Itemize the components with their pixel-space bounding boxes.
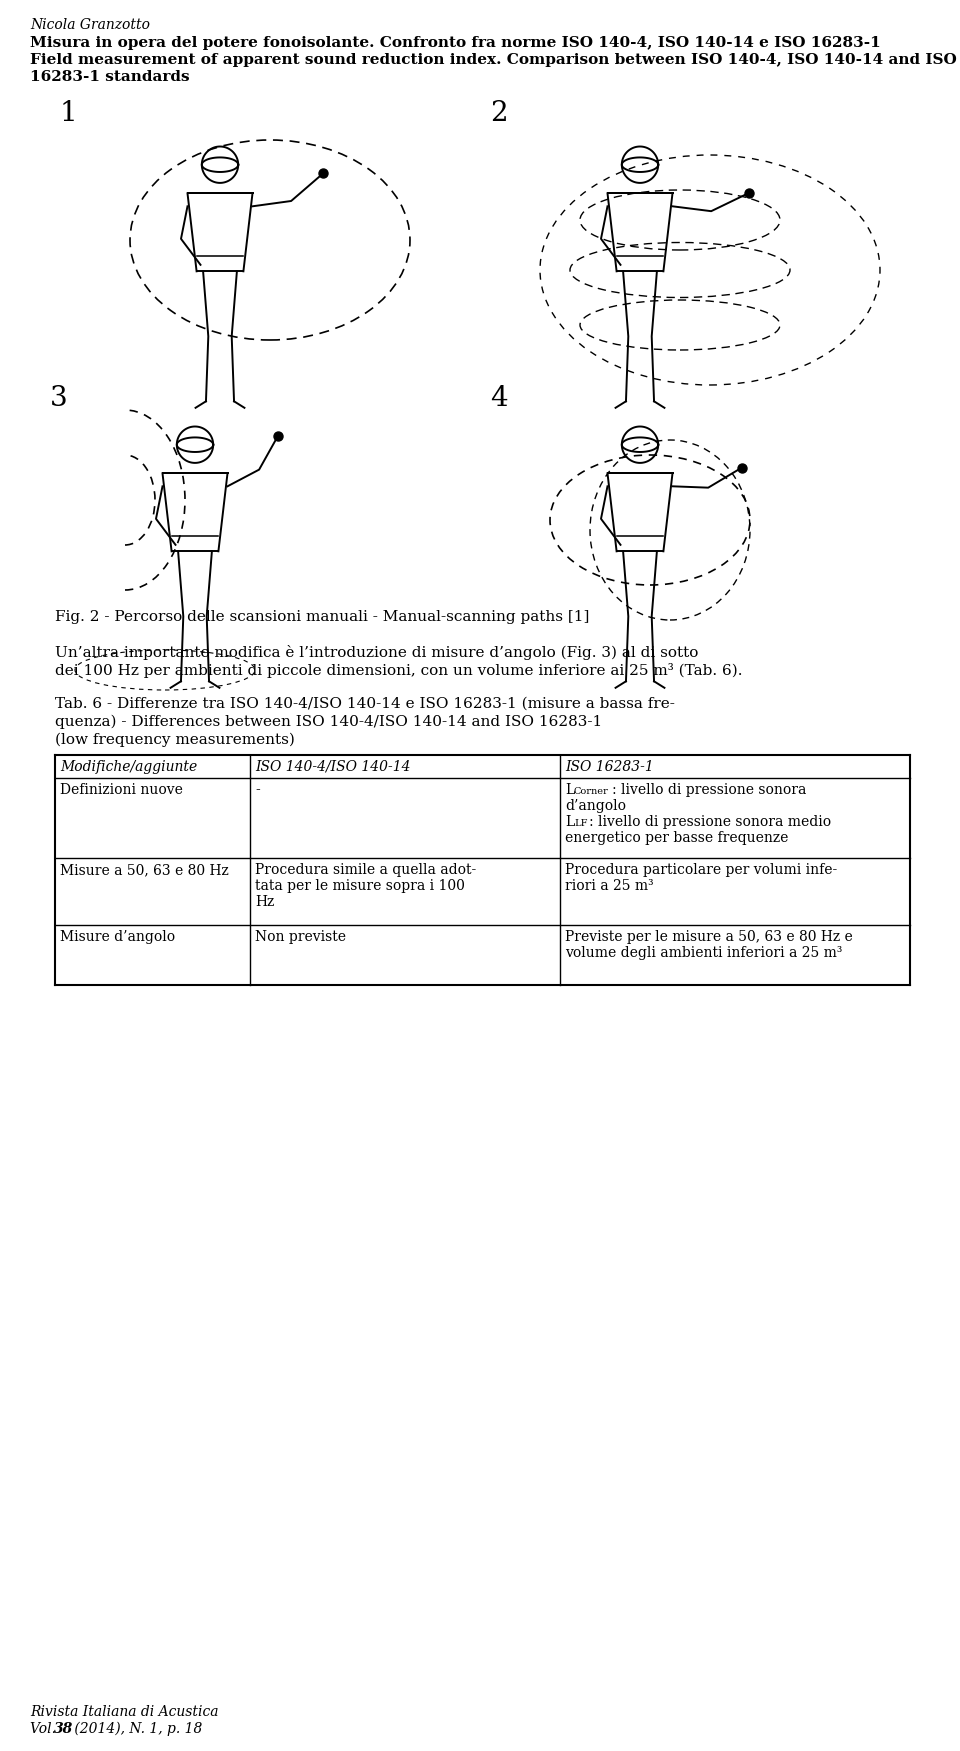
Text: Procedura simile a quella adot-: Procedura simile a quella adot- [255, 863, 476, 877]
Text: quenza) - Differences between ISO 140-4/ISO 140-14 and ISO 16283-1: quenza) - Differences between ISO 140-4/… [55, 714, 602, 730]
Text: 16283-1 standards: 16283-1 standards [30, 70, 190, 84]
Text: Misura in opera del potere fonoisolante. Confronto fra norme ISO 140-4, ISO 140-: Misura in opera del potere fonoisolante.… [30, 37, 880, 51]
Text: Rivista Italiana di Acustica: Rivista Italiana di Acustica [30, 1705, 219, 1719]
Text: riori a 25 m³: riori a 25 m³ [565, 879, 654, 893]
Text: dei 100 Hz per ambienti di piccole dimensioni, con un volume inferiore ai 25 m³ : dei 100 Hz per ambienti di piccole dimen… [55, 664, 742, 678]
Text: ISO 16283-1: ISO 16283-1 [565, 760, 654, 774]
Text: -: - [255, 783, 260, 797]
Text: ISO 140-4/ISO 140-14: ISO 140-4/ISO 140-14 [255, 760, 411, 774]
Text: Definizioni nuove: Definizioni nuove [60, 783, 182, 797]
Text: energetico per basse frequenze: energetico per basse frequenze [565, 832, 788, 846]
Text: Vol.: Vol. [30, 1721, 60, 1735]
Text: Hz: Hz [255, 895, 275, 909]
Text: Fig. 2 - Percorso delle scansioni manuali - Manual-scanning paths [1]: Fig. 2 - Percorso delle scansioni manual… [55, 609, 589, 623]
Text: L: L [565, 814, 574, 828]
Text: (low frequency measurements): (low frequency measurements) [55, 734, 295, 748]
Text: Procedura particolare per volumi infe-: Procedura particolare per volumi infe- [565, 863, 837, 877]
Text: 3: 3 [50, 385, 67, 411]
Text: : livello di pressione sonora: : livello di pressione sonora [612, 783, 806, 797]
Text: Non previste: Non previste [255, 930, 346, 944]
Text: Field measurement of apparent sound reduction index. Comparison between ISO 140-: Field measurement of apparent sound redu… [30, 53, 957, 67]
Text: volume degli ambienti inferiori a 25 m³: volume degli ambienti inferiori a 25 m³ [565, 946, 842, 960]
Text: 38: 38 [54, 1721, 73, 1735]
Text: Tab. 6 - Differenze tra ISO 140-4/ISO 140-14 e ISO 16283-1 (misure a bassa fre-: Tab. 6 - Differenze tra ISO 140-4/ISO 14… [55, 697, 675, 711]
Text: Un’altra importante modifica è l’introduzione di misure d’angolo (Fig. 3) al di : Un’altra importante modifica è l’introdu… [55, 644, 698, 660]
Text: Misure a 50, 63 e 80 Hz: Misure a 50, 63 e 80 Hz [60, 863, 228, 877]
Text: Previste per le misure a 50, 63 e 80 Hz e: Previste per le misure a 50, 63 e 80 Hz … [565, 930, 852, 944]
Text: d’angolo: d’angolo [565, 798, 626, 812]
Text: Corner: Corner [574, 786, 609, 797]
Text: 1: 1 [60, 100, 78, 128]
Text: L: L [565, 783, 574, 797]
Text: (2014), N. 1, p. 18: (2014), N. 1, p. 18 [70, 1721, 203, 1737]
Text: : livello di pressione sonora medio: : livello di pressione sonora medio [589, 814, 831, 828]
Text: 2: 2 [490, 100, 508, 128]
Text: Nicola Granzotto: Nicola Granzotto [30, 18, 150, 32]
Text: tata per le misure sopra i 100: tata per le misure sopra i 100 [255, 879, 465, 893]
Text: Misure d’angolo: Misure d’angolo [60, 930, 175, 944]
Text: 4: 4 [490, 385, 508, 411]
Text: Modifiche/aggiunte: Modifiche/aggiunte [60, 760, 197, 774]
Text: LF: LF [574, 819, 588, 828]
